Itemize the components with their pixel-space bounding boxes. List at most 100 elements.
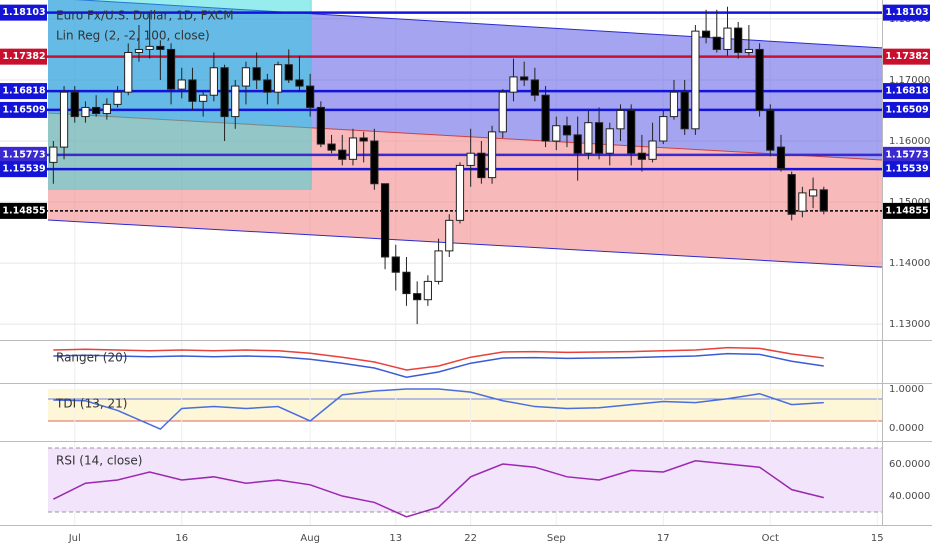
candle-body [648, 140, 657, 160]
y-tick-label: 0.0000 [889, 423, 924, 434]
chart-title: Euro Fx/U.S. Dollar, 1D, FXCM [56, 9, 234, 23]
candle-body [59, 91, 69, 148]
indicator-line [53, 346, 824, 371]
candle-body [124, 51, 133, 93]
level-label-box [0, 202, 47, 219]
channel-lower-fill [48, 112, 882, 268]
level-label: 1.17382 [885, 51, 928, 62]
candle-body [134, 48, 144, 53]
candle-body [776, 146, 786, 169]
y-tick-label: 60.0000 [889, 459, 930, 470]
candle-body [520, 76, 529, 81]
level-label: 1.18103 [2, 7, 45, 18]
band-fill [48, 448, 882, 513]
candle-body [584, 122, 593, 154]
y-tick-label: 1.15000 [889, 197, 930, 208]
candle-body [819, 189, 828, 212]
level-label: 1.15773 [2, 149, 45, 160]
candle-body [295, 79, 304, 87]
indicator-title: Ranger (20) [56, 351, 127, 365]
candle-body [145, 45, 154, 50]
candle-body [680, 91, 689, 130]
level-label: 1.16509 [2, 104, 45, 115]
candle-body [637, 152, 646, 160]
foreground-layer [0, 6, 882, 518]
indicator-title: Lin Reg (2, -2, 100, close) [56, 29, 210, 43]
candle-body [498, 91, 507, 133]
candle-body [659, 116, 668, 142]
candle-body [734, 27, 743, 53]
x-tick-label: 22 [464, 533, 477, 544]
level-label-box [0, 4, 47, 21]
candle-body [348, 137, 358, 160]
channel-upper-fill [48, 0, 882, 160]
candle-body [423, 280, 432, 301]
candle-body [306, 85, 315, 108]
level-label: 1.14855 [885, 205, 928, 216]
candle-body [605, 128, 614, 154]
candle-body [787, 174, 796, 215]
x-tick-label: 16 [175, 533, 188, 544]
level-label: 1.16818 [2, 86, 46, 97]
level-label-box [883, 161, 930, 178]
channel-line [74, 0, 883, 49]
candle-body [316, 106, 325, 145]
candle-body [487, 131, 497, 179]
candle-body [241, 67, 251, 87]
indicator-line [53, 388, 824, 430]
candle-body [530, 79, 539, 96]
candle-body [370, 140, 379, 185]
candle-body [209, 67, 218, 96]
candle-body [177, 79, 186, 90]
candle-body [798, 192, 807, 212]
candle-body [263, 79, 272, 93]
x-tick-label: Oct [762, 533, 779, 544]
candle-body [477, 152, 486, 179]
candle-body [102, 103, 111, 115]
level-label: 1.18103 [885, 7, 928, 18]
candle-body [445, 219, 454, 252]
x-tick-label: 13 [389, 533, 402, 544]
candle-body [509, 76, 518, 93]
candle-body [92, 106, 101, 115]
candle-body [188, 79, 197, 102]
level-label-box [0, 161, 47, 178]
level-label: 1.17382 [2, 51, 45, 62]
candle-body [391, 256, 400, 273]
candle-body [466, 152, 475, 166]
candle-body [166, 48, 176, 90]
candle-body [808, 189, 818, 197]
candle-body [380, 183, 390, 258]
level-label: 1.16818 [885, 86, 929, 97]
candle-body [113, 91, 122, 105]
candle-body [284, 64, 293, 81]
candle-body [252, 67, 261, 81]
level-label-box [883, 101, 930, 118]
level-label-box [0, 101, 47, 118]
candle-body [552, 125, 561, 142]
candle-body [402, 271, 411, 295]
candle-body [712, 36, 721, 50]
level-label-box [883, 4, 930, 21]
level-label-box [0, 83, 47, 100]
candle-body [594, 122, 604, 154]
level-label: 1.15773 [885, 149, 928, 160]
candle-body [455, 164, 465, 221]
candle-body [49, 146, 58, 163]
candle-body [744, 48, 753, 53]
candle-body [627, 109, 636, 154]
candle-body [723, 27, 732, 50]
y-tick-label: 1.17000 [889, 75, 930, 86]
candle-body [755, 48, 764, 111]
x-tick-label: Jul [68, 533, 81, 544]
x-tick-label: 15 [871, 533, 884, 544]
level-label-box [0, 48, 47, 65]
indicator-title: RSI (14, close) [56, 454, 142, 468]
indicator-line [53, 460, 824, 518]
candle-body [273, 64, 283, 93]
level-label: 1.14855 [2, 205, 45, 216]
candle-body [70, 91, 79, 118]
regression-period-box [48, 0, 312, 190]
candle-body [156, 45, 165, 50]
level-label-box [883, 83, 930, 100]
